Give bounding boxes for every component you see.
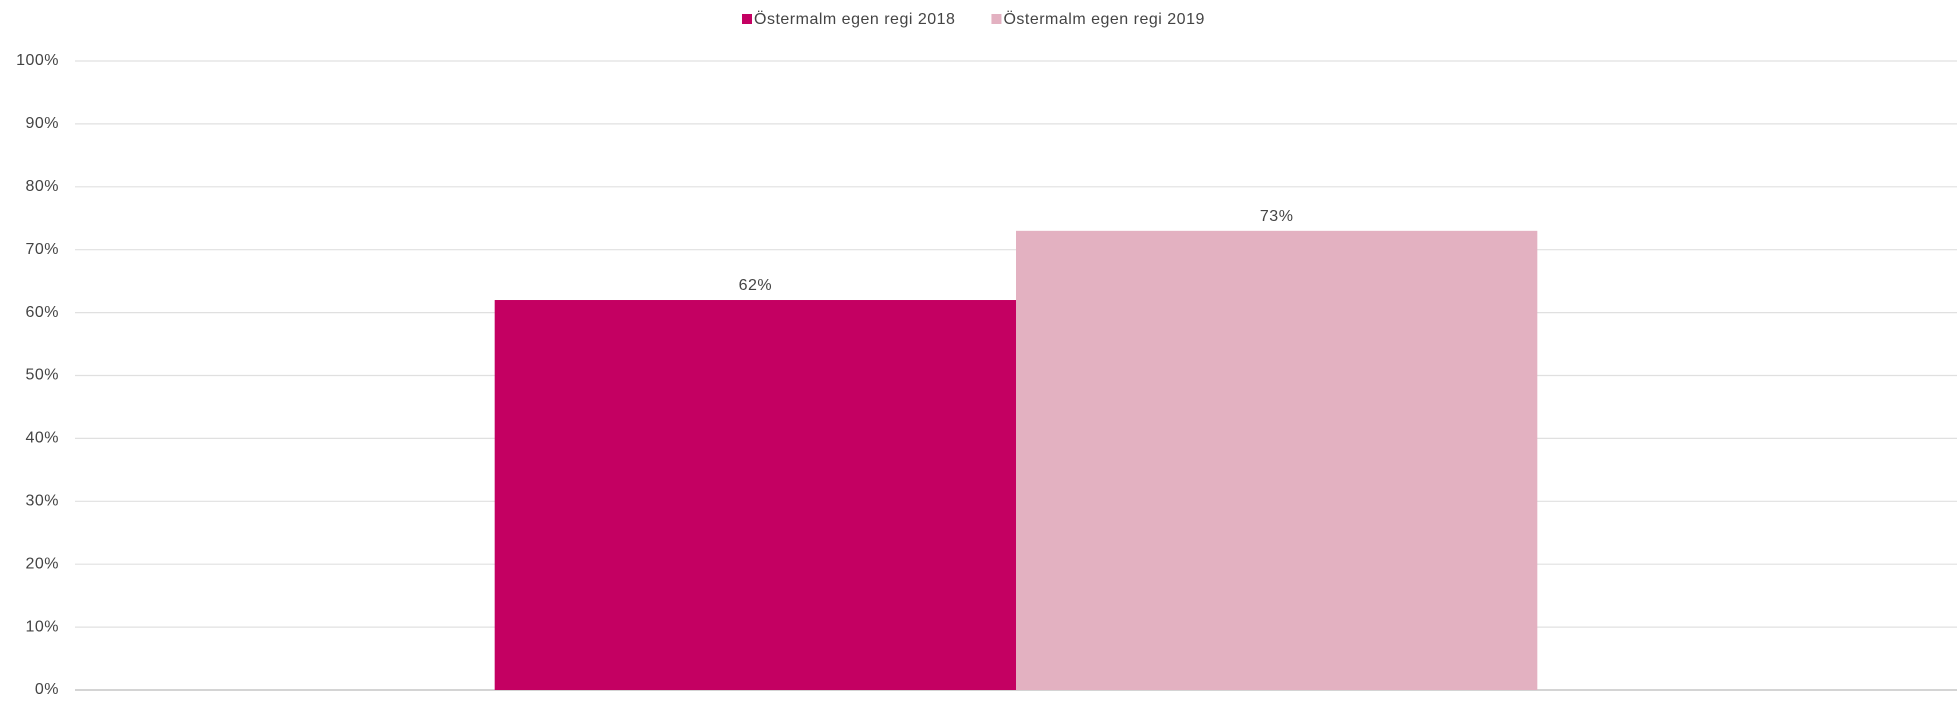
bar — [1016, 230, 1538, 690]
y-tick-label: 90% — [25, 115, 59, 132]
y-tick-label: 0% — [35, 681, 59, 696]
y-tick-label: 60% — [25, 304, 59, 321]
y-tick-label: 100% — [16, 52, 59, 69]
y-tick-label: 40% — [25, 430, 59, 447]
bar — [494, 300, 1016, 690]
legend-swatch — [991, 14, 1002, 24]
y-tick-label: 10% — [25, 618, 59, 635]
legend-label: Östermalm egen regi 2018 — [754, 10, 955, 28]
data-label: 73% — [1260, 208, 1294, 225]
y-tick-label: 70% — [25, 241, 59, 258]
y-tick-label: 50% — [25, 367, 59, 384]
y-tick-label: 20% — [25, 555, 59, 572]
y-tick-label: 30% — [25, 493, 59, 510]
y-tick-label: 80% — [25, 178, 59, 195]
legend-swatch — [742, 14, 752, 24]
legend-label: Östermalm egen regi 2019 — [1003, 10, 1204, 28]
data-label: 62% — [739, 277, 773, 294]
